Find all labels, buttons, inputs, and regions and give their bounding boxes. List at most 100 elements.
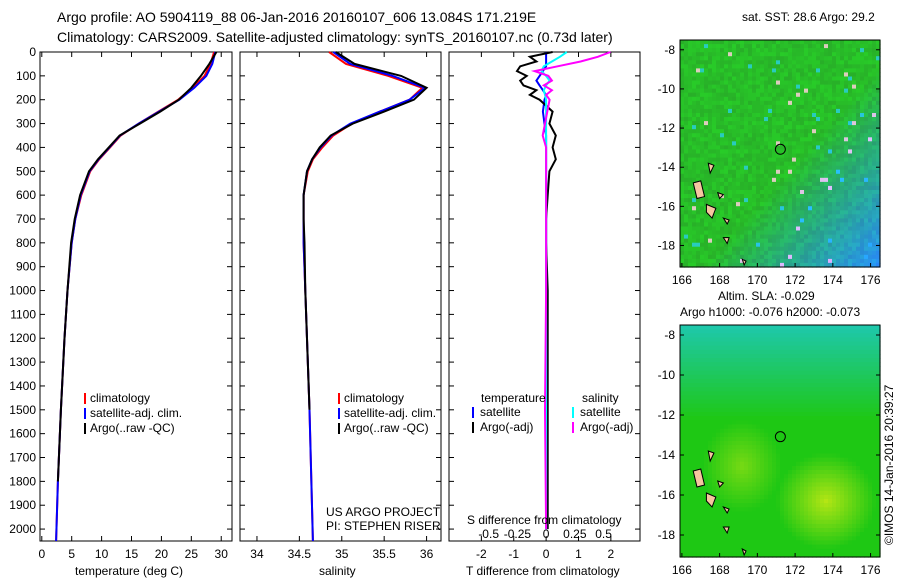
map-cell [828,117,833,122]
map-cell [776,349,781,355]
map-cell [712,88,717,94]
map-cell [688,403,693,409]
map-cell [792,40,797,45]
map-cell [804,194,809,199]
map-cell [780,96,785,102]
map-cell [796,157,801,163]
x-tick-label: 30 [215,547,229,561]
map-cell [764,370,769,376]
map-cell [768,96,773,102]
map-cell [728,362,733,367]
map-cell [820,137,825,142]
map-cell [768,230,773,236]
map-cell [812,532,817,537]
map-cell [732,412,737,417]
map-cell [700,494,705,500]
map-cell [864,210,869,215]
map-cell [688,378,693,384]
map-cell [848,210,853,215]
map-cell [796,366,801,372]
map-cell [696,104,701,110]
map-cell [696,441,701,446]
map-cell [788,198,793,203]
map-cell [764,457,769,463]
map-cell [760,354,765,359]
map-cell [720,499,725,504]
map-cell [796,133,801,138]
map-cell [764,358,769,363]
island [707,162,715,175]
map-cell [828,108,833,114]
map-cell [808,354,813,359]
map-cell [772,157,777,163]
map-cell [764,157,769,163]
map-cell [780,325,785,330]
map-cell [708,96,713,102]
map-cell [756,329,761,334]
map-cell [808,194,813,199]
map-cell [752,552,757,558]
map-cell [804,190,809,195]
map-cell [748,532,753,537]
map-cell [692,125,697,130]
map-cell [860,121,865,126]
map-cell [732,407,737,413]
map-cell [808,48,813,53]
map-cell [804,165,809,171]
map-cell [756,341,761,347]
map-cell [704,177,709,183]
map-cell [808,370,813,376]
map-cell [696,395,701,401]
map-cell [692,461,697,467]
map-cell [696,370,701,376]
map-cell [708,262,713,268]
map-cell [680,494,685,500]
map-cell [736,445,741,450]
map-cell [828,104,833,110]
map-cell [788,44,793,49]
map-cell [812,544,817,550]
map-cell [700,457,705,463]
map-cell [688,149,693,155]
map-cell [864,108,869,114]
map-cell [788,378,793,384]
map-cell [704,523,709,529]
map-cell [792,528,797,533]
map-cell [780,246,785,252]
map-cell [796,540,801,546]
map-cell [824,80,829,86]
map-cell [856,173,861,179]
map-cell [844,141,849,146]
map-cell [716,544,721,550]
map-cell [704,552,709,558]
map-cell [812,420,817,425]
map-cell [836,133,841,138]
map-cell [708,84,713,90]
map-cell [736,536,741,541]
map-cell [824,48,829,53]
map-cell [772,378,777,384]
map-cell [764,499,769,504]
map-cell [812,153,817,159]
map-cell [772,108,777,114]
map-cell [860,137,865,142]
map-cell [700,420,705,425]
map-cell [692,391,697,396]
map-cell [836,161,841,167]
map-cell [716,76,721,82]
map-cell [768,478,773,483]
map-cell [688,548,693,554]
map-cell [704,185,709,191]
map-cell [800,129,805,134]
map-cell [804,354,809,359]
map-cell [864,40,869,45]
map-cell [804,341,809,347]
map-cell [728,206,733,211]
map-cell [692,424,697,430]
map-cell [780,250,785,256]
map-cell [688,482,693,488]
map-cell [740,234,745,240]
map-cell [728,391,733,396]
map-cell [800,68,805,74]
map-cell [800,56,805,61]
